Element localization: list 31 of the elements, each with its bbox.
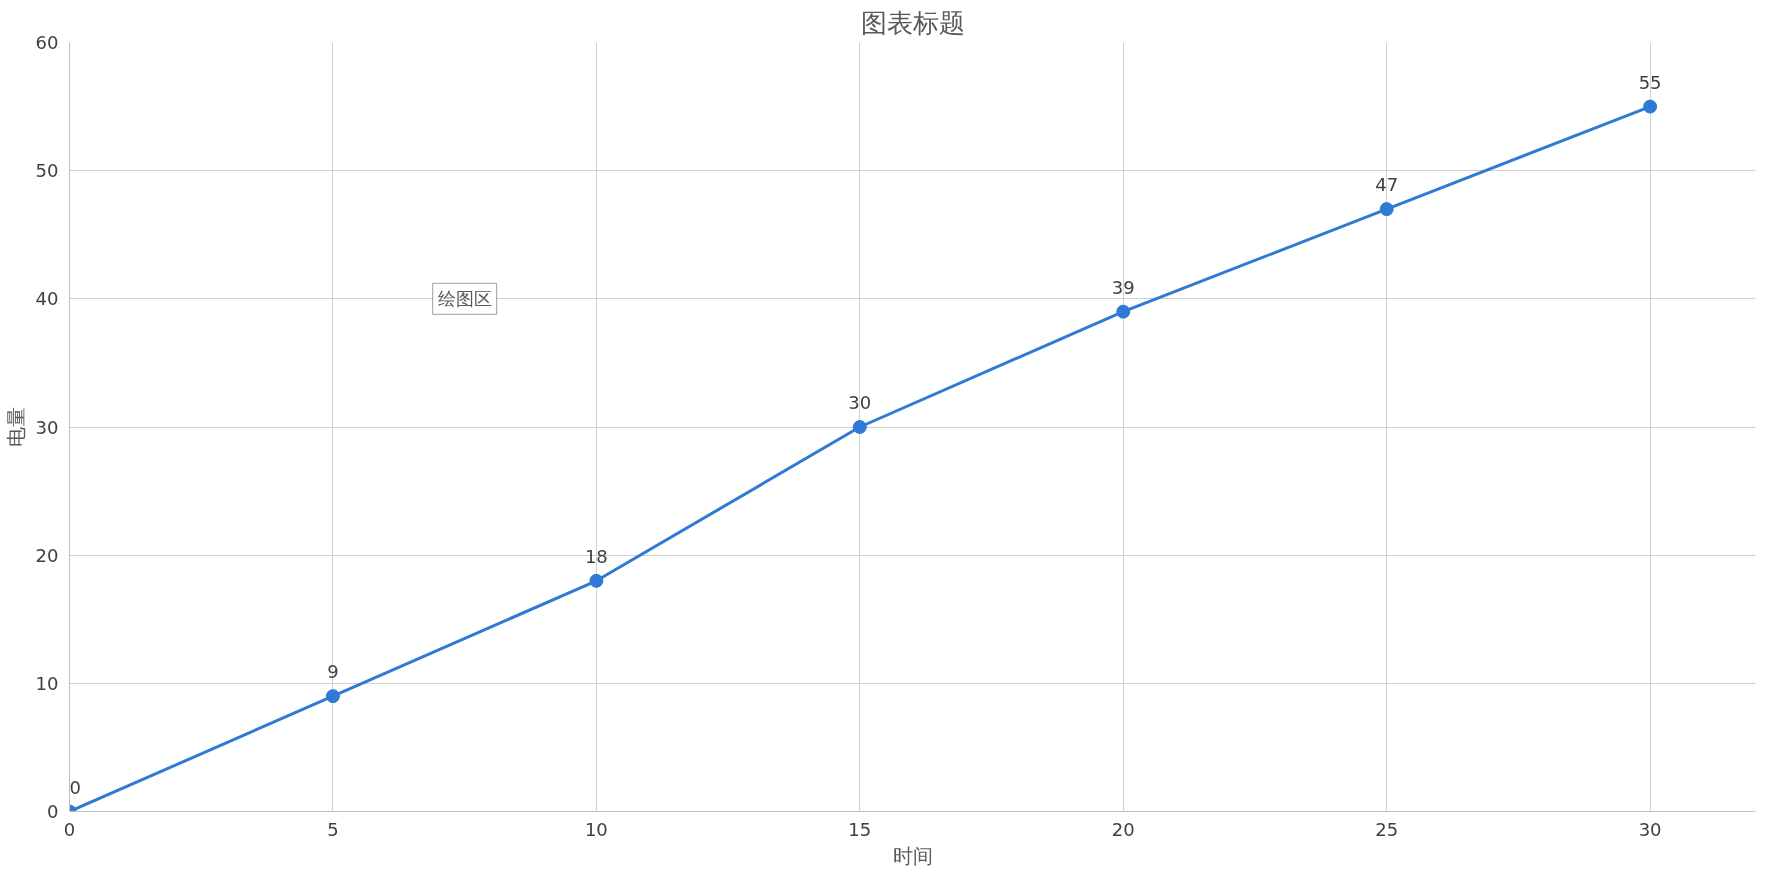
point: [589, 573, 604, 588]
y-tick-label: 30: [35, 416, 59, 438]
data-label: 0: [69, 776, 81, 798]
y-tick-label: 0: [47, 801, 59, 822]
data-label: 9: [327, 661, 339, 683]
y-axis-title: 电量: [3, 407, 28, 447]
x-tick-label: 30: [1638, 818, 1662, 840]
y-tick-label: 50: [35, 160, 59, 182]
x-axis-title: 时间: [892, 843, 933, 868]
point: [1116, 304, 1131, 319]
x-tick-label: 20: [1111, 818, 1135, 840]
y-tick-label: 60: [35, 32, 59, 53]
data-label: 47: [1375, 174, 1399, 196]
data-label: 55: [1638, 71, 1662, 93]
point: [1643, 99, 1658, 114]
x-tick-label: 5: [327, 818, 339, 840]
point: [852, 420, 867, 434]
x-tick-label: 15: [848, 818, 872, 840]
x-tick-label: 10: [584, 818, 608, 840]
annotation: 绘图区: [437, 288, 492, 310]
chart-title: 图表标题: [860, 7, 965, 38]
data-label: 30: [848, 392, 872, 413]
point: [1379, 202, 1394, 217]
y-tick-label: 40: [35, 288, 59, 310]
point: [325, 689, 340, 704]
x-tick-label: 0: [63, 818, 76, 840]
y-tick-label: 10: [35, 672, 59, 694]
x-tick-label: 25: [1375, 818, 1399, 840]
data-label: 18: [584, 545, 608, 567]
y-tick-label: 20: [35, 544, 59, 566]
data-label: 39: [1111, 276, 1135, 298]
